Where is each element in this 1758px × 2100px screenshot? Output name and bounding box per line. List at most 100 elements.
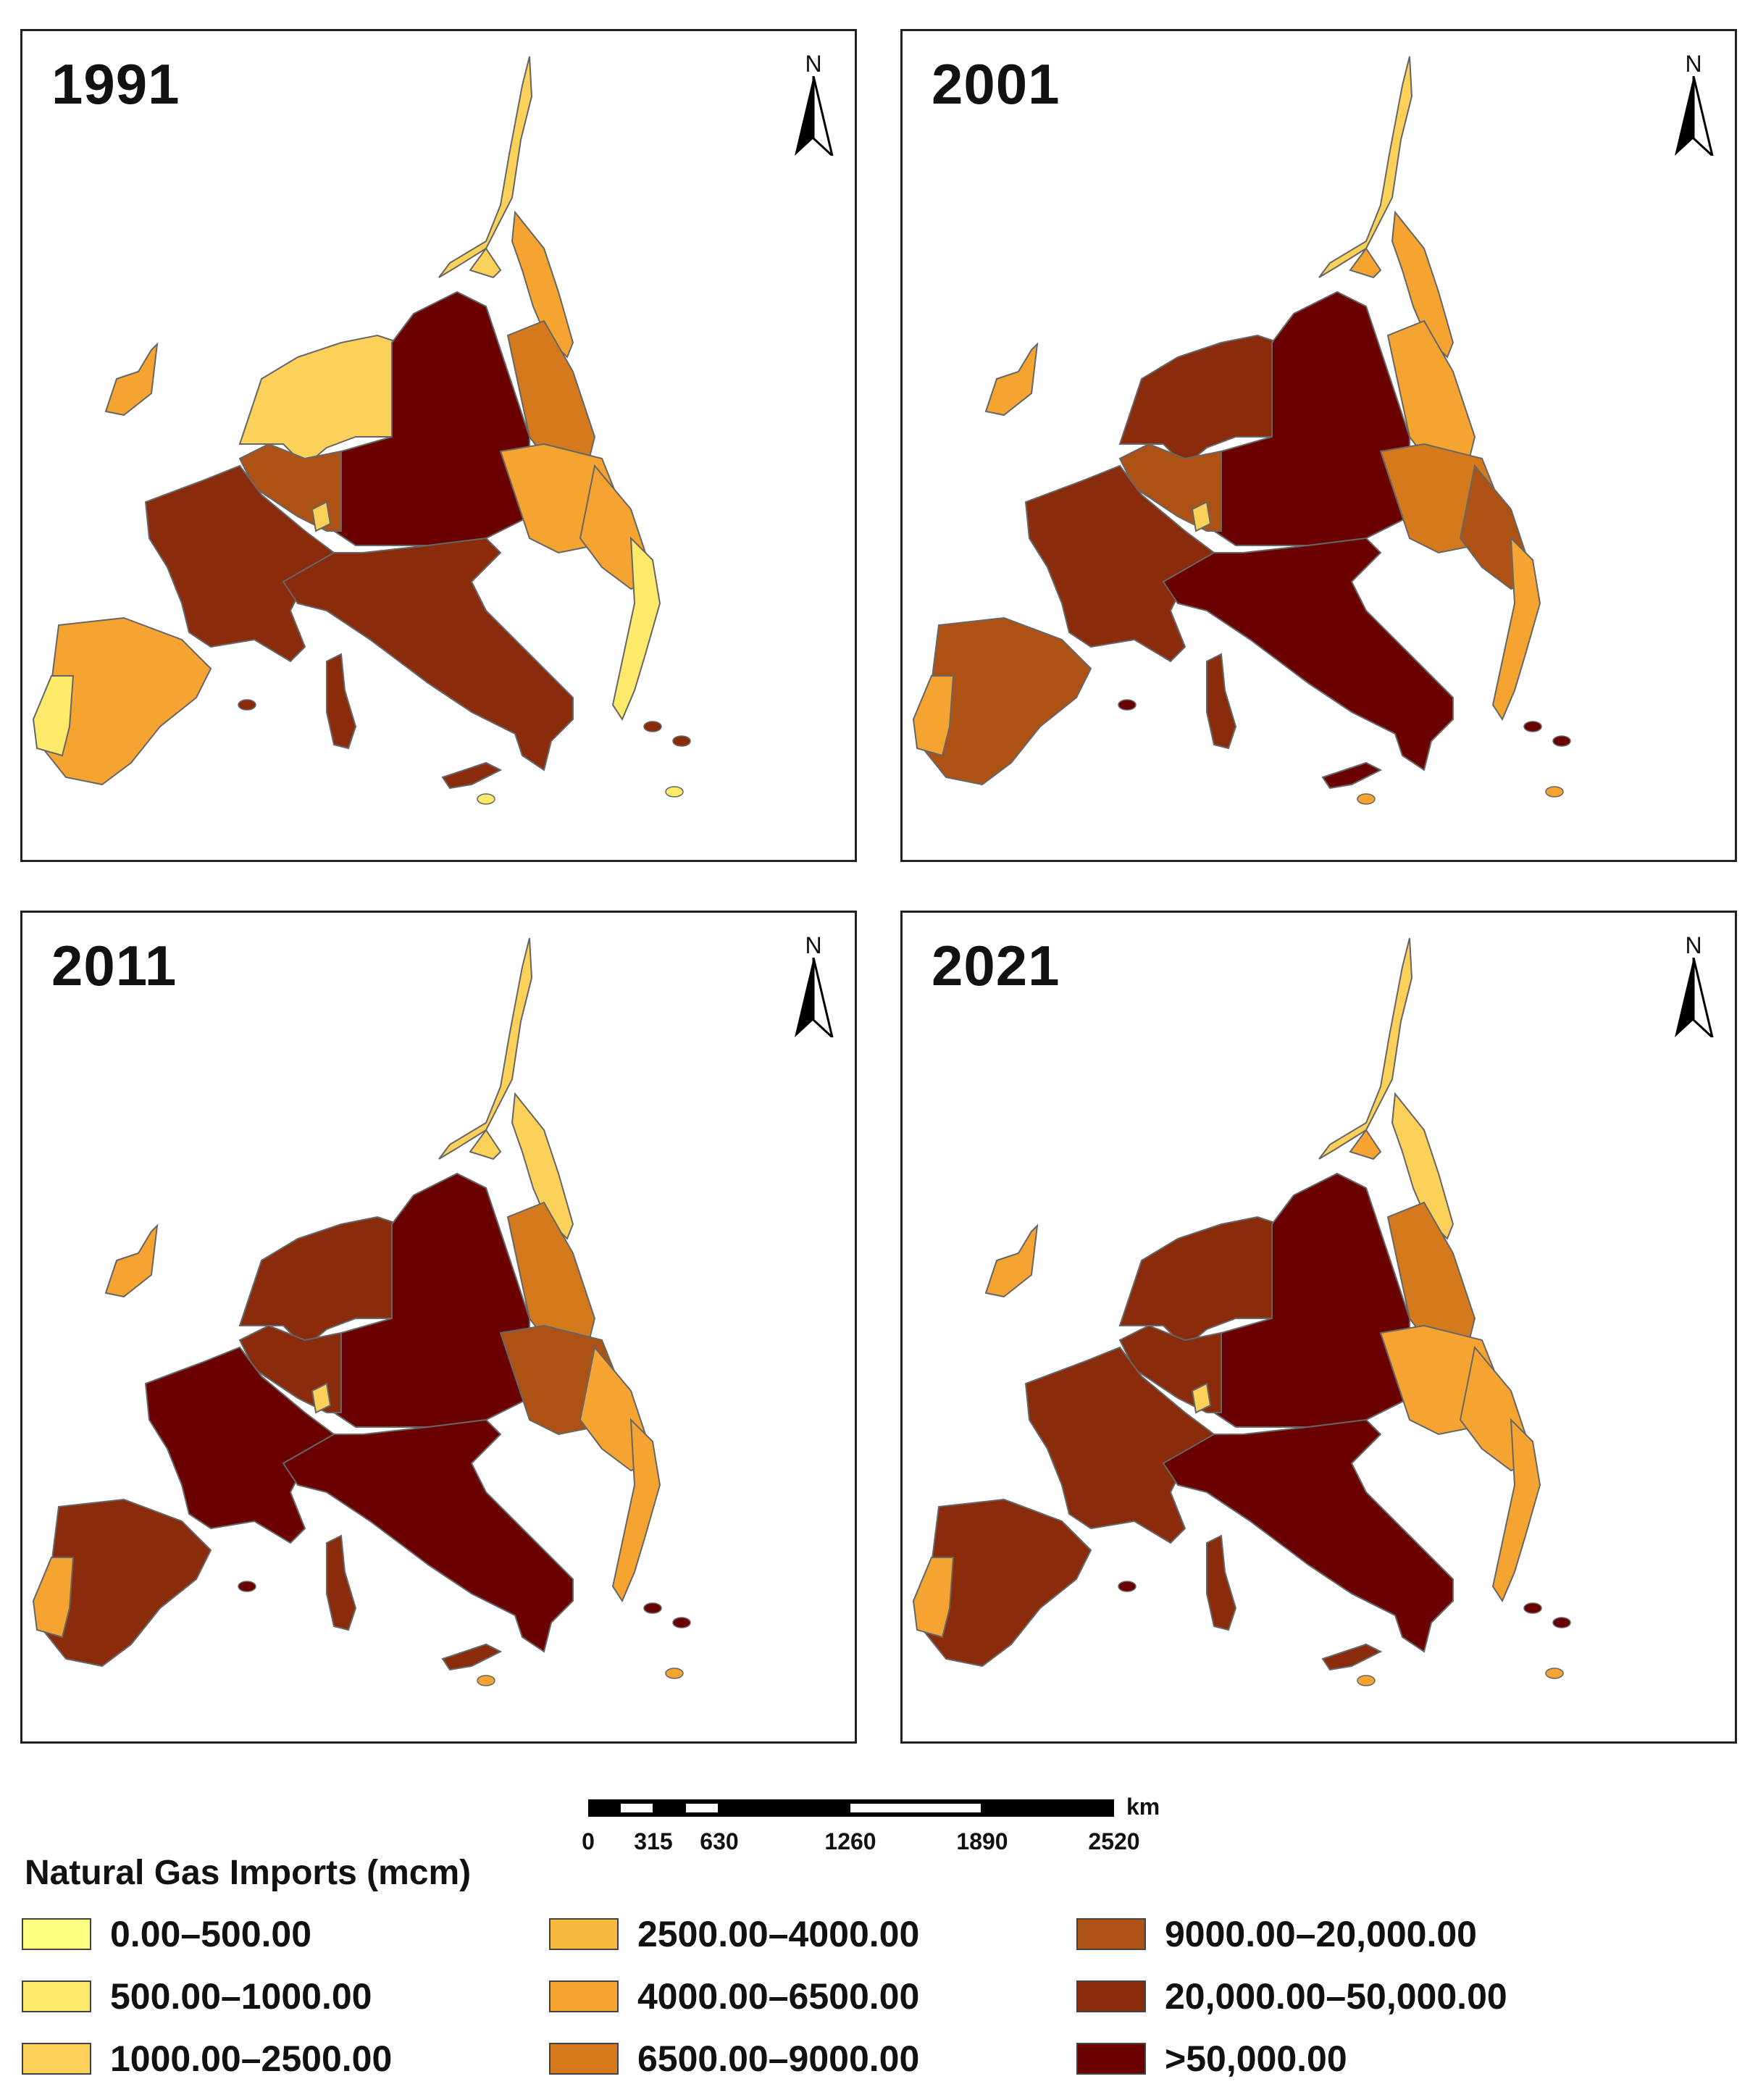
region-france [144, 1346, 335, 1544]
legend-swatch [1076, 2043, 1146, 2075]
legend-item: 9000.00–20,000.00 [1076, 1912, 1477, 1956]
region-poland [506, 319, 596, 467]
legend-swatch [22, 2043, 91, 2075]
north-label: N [805, 51, 822, 77]
north-label: N [1685, 932, 1702, 958]
island [238, 1581, 256, 1592]
scale-tick: 630 [700, 1828, 739, 1854]
region-sicily [1321, 1643, 1383, 1671]
island [1118, 699, 1137, 711]
north-arrow-icon: N [1668, 933, 1719, 1042]
north-arrow-icon: N [1668, 51, 1719, 160]
region-sicily [441, 761, 503, 790]
island [477, 793, 495, 805]
map-panel-2011: 2011 N [20, 911, 857, 1744]
cartogram-map [32, 56, 691, 805]
north-arrow-icon: N [788, 51, 839, 160]
region-greece [1491, 1418, 1541, 1603]
panel-year: 2011 [51, 934, 177, 997]
region-italy [282, 1418, 574, 1653]
legend-label: 500.00–1000.00 [110, 1976, 372, 2017]
region-scand [1318, 937, 1413, 1160]
region-sicily [1321, 761, 1383, 790]
legend-label: 0.00–500.00 [110, 1914, 312, 1954]
legend: 0.00–500.00 500.00–1000.00 1000.00–2500.00… [22, 1912, 1746, 2093]
region-portugal [32, 1557, 75, 1639]
panel-year: 1991 [51, 52, 180, 116]
north-arrow-icon: N [788, 933, 839, 1042]
region-portugal [912, 675, 955, 757]
map-panel-2001: 2001 N [900, 29, 1737, 862]
region-ireland [104, 1223, 159, 1298]
region-scand [1318, 56, 1413, 278]
legend-item: 20,000.00–50,000.00 [1076, 1975, 1507, 2018]
scale-tick: 1260 [824, 1828, 876, 1854]
region-baltic [1349, 1129, 1382, 1160]
north-label: N [1685, 51, 1702, 77]
region-poland [1386, 1201, 1476, 1348]
region-sardinia [1206, 653, 1237, 750]
region-ireland [984, 1223, 1039, 1298]
region-portugal [912, 1557, 955, 1639]
region-sardinia [1206, 1534, 1237, 1631]
region-sicily [441, 1643, 503, 1671]
region-sardinia [326, 1534, 357, 1631]
region-ireland [104, 342, 159, 417]
legend-swatch [22, 1980, 91, 2012]
legend-item: 4000.00–6500.00 [549, 1975, 919, 2018]
region-portugal [32, 675, 75, 757]
island [1357, 793, 1376, 805]
region-poland [1386, 319, 1476, 467]
scale-bar: 0 315 630 1260 1890 2520 km [582, 1794, 1166, 1860]
legend-label: 20,000.00–50,000.00 [1165, 1976, 1507, 2017]
north-label: N [805, 932, 822, 958]
legend-swatch [1076, 1980, 1146, 2012]
island [1545, 1668, 1564, 1679]
region-italy [1162, 1418, 1454, 1653]
legend-item: 0.00–500.00 [22, 1912, 311, 1956]
region-ireland [984, 342, 1039, 417]
panel-year: 2021 [932, 934, 1060, 997]
region-switz [1191, 1382, 1212, 1414]
legend-title: Natural Gas Imports (mcm) [25, 1854, 472, 1892]
island [1552, 1617, 1571, 1628]
scale-tick: 315 [634, 1828, 673, 1854]
legend-label: 1000.00–2500.00 [110, 2038, 393, 2079]
legend-swatch [22, 1918, 91, 1950]
cartogram-map [32, 937, 691, 1686]
island [665, 786, 684, 798]
region-poland [506, 1201, 596, 1348]
legend-swatch [549, 1918, 619, 1950]
region-france [144, 464, 335, 663]
map-panel-2021: 2021 N [900, 911, 1737, 1744]
legend-item: 2500.00–4000.00 [549, 1912, 919, 1956]
scale-tick: 0 [582, 1828, 595, 1854]
legend-label: >50,000.00 [1165, 2038, 1347, 2079]
island [238, 699, 256, 711]
legend-label: 2500.00–4000.00 [637, 1914, 920, 1954]
cartogram-map [912, 937, 1571, 1686]
region-sardinia [326, 653, 357, 750]
region-scand [438, 56, 533, 278]
region-scand [438, 937, 533, 1160]
island [672, 735, 691, 747]
island [1357, 1675, 1376, 1686]
region-greece [611, 536, 661, 721]
island [643, 1602, 662, 1614]
region-baltic [469, 1129, 502, 1160]
region-baltic [1349, 247, 1382, 279]
island [665, 1668, 684, 1679]
panel-year: 2001 [932, 52, 1060, 116]
scale-unit: km [1126, 1794, 1160, 1820]
island [1118, 1581, 1137, 1592]
island [1523, 721, 1542, 732]
region-baltic [469, 247, 502, 279]
region-france [1024, 1346, 1215, 1544]
island [643, 721, 662, 732]
island [1545, 786, 1564, 798]
island [1552, 735, 1571, 747]
region-switz [1191, 501, 1212, 532]
region-greece [1491, 536, 1541, 721]
legend-label: 6500.00–9000.00 [637, 2038, 920, 2079]
region-france [1024, 464, 1215, 663]
